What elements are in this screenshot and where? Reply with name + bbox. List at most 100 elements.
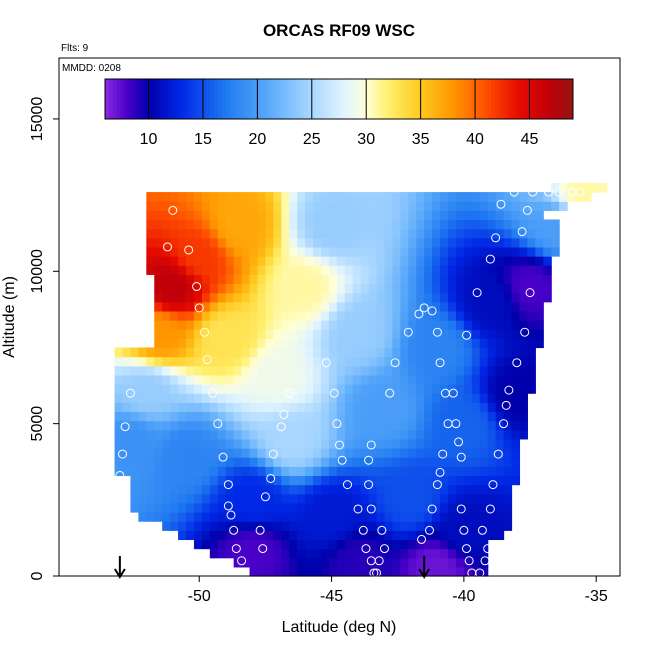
heatmap-cell [297, 283, 306, 294]
heatmap-cell [201, 484, 211, 495]
heatmap-cell [487, 420, 497, 431]
heatmap-cell [400, 219, 409, 230]
observation-point [485, 254, 495, 264]
colorbar-segment [475, 79, 480, 119]
heatmap-cell [455, 402, 465, 413]
heatmap-cell [416, 466, 425, 477]
heatmap-cell [201, 530, 211, 541]
heatmap-cell [392, 237, 401, 248]
heatmap-cell [463, 548, 473, 559]
colorbar-segment [487, 79, 492, 119]
heatmap-cell [138, 457, 147, 467]
heatmap-cell [114, 384, 124, 394]
colorbar-segment [108, 79, 114, 119]
heatmap-cell [432, 283, 441, 294]
heatmap-cell [146, 466, 155, 477]
observation-point [337, 455, 347, 465]
observation-point [366, 440, 376, 450]
heatmap-cell [416, 429, 425, 440]
observation-point [475, 568, 485, 578]
heatmap-cell [471, 201, 481, 211]
observation-point [448, 388, 458, 398]
heatmap-cell [154, 438, 163, 449]
heatmap-cell [392, 457, 401, 467]
heatmap-cell [511, 420, 521, 431]
heatmap-cell [265, 484, 274, 495]
heatmap-cell [154, 466, 163, 477]
heatmap-cell [146, 448, 155, 458]
heatmap-cell [455, 219, 465, 230]
heatmap-cell [273, 512, 282, 522]
heatmap-cell [328, 429, 338, 440]
heatmap-cell [146, 420, 155, 431]
heatmap-cell [400, 374, 409, 385]
heatmap-cell [455, 530, 465, 541]
heatmap-cell [495, 402, 505, 413]
heatmap-cell [209, 192, 219, 202]
heatmap-cell [455, 301, 465, 312]
heatmap-cell [305, 512, 314, 522]
heatmap-cell [162, 310, 171, 321]
heatmap-cell [384, 429, 394, 440]
heatmap-cell [178, 502, 187, 513]
heatmap-cell [225, 539, 235, 550]
heatmap-cell [154, 429, 163, 440]
heatmap-cell [313, 521, 322, 531]
heatmap-cell [265, 256, 274, 266]
heatmap-cell [368, 502, 378, 513]
heatmap-cell [400, 384, 409, 394]
observation-point [504, 385, 514, 395]
heatmap-cell [344, 274, 354, 285]
heatmap-cell [186, 228, 195, 239]
colorbar-segment [179, 79, 184, 119]
heatmap-cell [217, 320, 227, 330]
heatmap-cell [225, 201, 235, 211]
observation-point [255, 525, 265, 535]
heatmap-cell [336, 530, 346, 541]
heatmap-cell [527, 283, 536, 294]
heatmap-cell [313, 411, 322, 422]
heatmap-cell [368, 301, 378, 312]
heatmap-cell [146, 429, 155, 440]
heatmap-cell [543, 201, 552, 211]
heatmap [114, 182, 608, 577]
heatmap-cell [352, 283, 362, 294]
observation-point [369, 568, 379, 578]
heatmap-cell [146, 438, 155, 449]
heatmap-cell [336, 246, 346, 257]
heatmap-cell [328, 292, 338, 303]
heatmap-cell [487, 365, 497, 376]
observation-point [512, 358, 522, 368]
heatmap-cell [305, 448, 314, 458]
heatmap-cell [225, 530, 235, 541]
heatmap-cell [122, 393, 132, 403]
heatmap-cell [479, 438, 489, 449]
heatmap-cell [193, 457, 203, 467]
colorbar-segment [541, 79, 547, 119]
heatmap-cell [114, 429, 124, 440]
observation-point [200, 327, 210, 337]
heatmap-cell [138, 374, 147, 385]
heatmap-cell [138, 347, 147, 358]
heatmap-cell [519, 320, 528, 330]
heatmap-cell [146, 256, 155, 266]
heatmap-cell [432, 320, 441, 330]
heatmap-cell [495, 466, 505, 477]
heatmap-cell [281, 557, 290, 568]
heatmap-cell [503, 411, 513, 422]
heatmap-cell [162, 521, 171, 531]
heatmap-cell [400, 201, 409, 211]
heatmap-cell [233, 347, 243, 358]
heatmap-cell [424, 493, 433, 504]
heatmap-cell [392, 274, 401, 285]
heatmap-cell [233, 512, 243, 522]
heatmap-cell [448, 457, 457, 467]
heatmap-cell [289, 475, 298, 486]
heatmap-cell [360, 438, 370, 449]
heatmap-cell [527, 246, 536, 257]
heatmap-cell [257, 457, 267, 467]
heatmap-cell [201, 265, 211, 275]
heatmap-cell [193, 438, 203, 449]
heatmap-cell [273, 210, 282, 221]
heatmap-cell [281, 530, 290, 541]
